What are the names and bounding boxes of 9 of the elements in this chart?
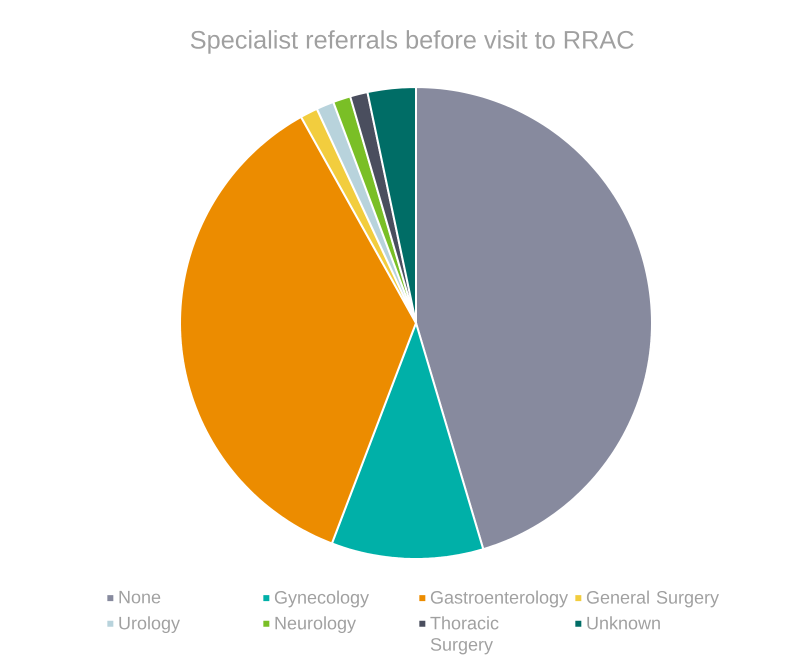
legend-label: General Surgery [586, 590, 720, 608]
legend-label: Thoracic Surgery [430, 616, 499, 654]
legend-label: Unknown [587, 616, 660, 630]
legend-label: Urology [119, 616, 180, 634]
legend-label: Gynecology [274, 590, 370, 608]
legend-label: Gastroenterology [430, 590, 568, 608]
chart-title: Specialist referrals before visit to RRAC [190, 30, 634, 54]
legend-label: None [119, 590, 160, 604]
legend-label: Neurology [275, 616, 356, 634]
